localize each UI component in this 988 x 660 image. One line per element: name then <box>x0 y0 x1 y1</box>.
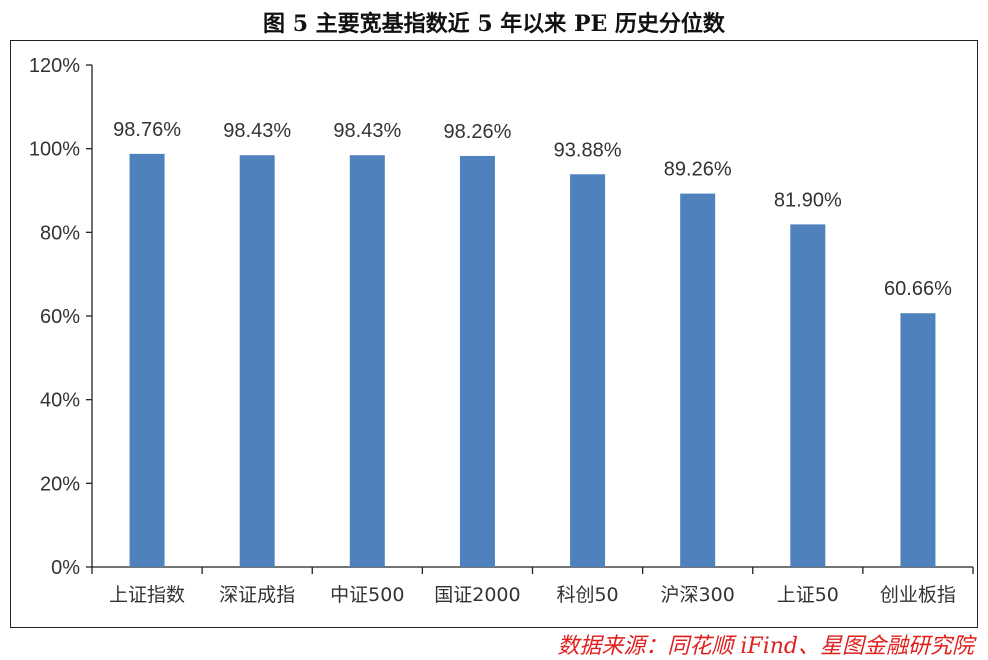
data-label: 60.66% <box>884 278 952 300</box>
data-label: 89.26% <box>664 159 732 181</box>
bar-4 <box>459 155 495 567</box>
x-tick-label: 科创50 <box>556 584 618 606</box>
data-label: 93.88% <box>554 139 622 161</box>
data-label: 81.90% <box>774 189 842 211</box>
data-label: 98.26% <box>444 121 512 143</box>
x-tick-label: 深证成指 <box>219 584 295 606</box>
y-tick-label: 100% <box>29 139 80 161</box>
y-tick-label: 0% <box>51 557 80 579</box>
chart-frame <box>10 40 978 628</box>
x-tick-label: 沪深300 <box>661 584 735 606</box>
y-tick-label: 40% <box>40 390 80 412</box>
x-tick-label: 上证50 <box>777 584 839 606</box>
x-tick-label: 国证2000 <box>434 584 520 606</box>
bar-2 <box>239 155 275 567</box>
x-tick-label: 中证500 <box>330 584 404 606</box>
bar-3 <box>349 155 385 567</box>
bar-7 <box>790 224 826 567</box>
source-note: 数据来源：同花顺 iFind、星图金融研究院 <box>557 634 974 659</box>
data-label: 98.76% <box>113 119 181 141</box>
data-label: 98.43% <box>333 120 401 142</box>
y-tick-label: 20% <box>40 473 80 495</box>
x-tick-label: 上证指数 <box>109 584 185 606</box>
bar-1 <box>129 153 165 567</box>
bar-6 <box>680 193 716 567</box>
bar-8 <box>900 313 936 567</box>
y-tick-label: 60% <box>40 306 80 328</box>
bar-5 <box>570 174 606 567</box>
y-tick-label: 120% <box>29 55 80 77</box>
data-label: 98.43% <box>223 120 291 142</box>
y-tick-label: 80% <box>40 222 80 244</box>
chart-title: 图 5 主要宽基指数近 5 年以来 PE 历史分位数 <box>263 11 725 37</box>
x-tick-label: 创业板指 <box>880 584 956 606</box>
